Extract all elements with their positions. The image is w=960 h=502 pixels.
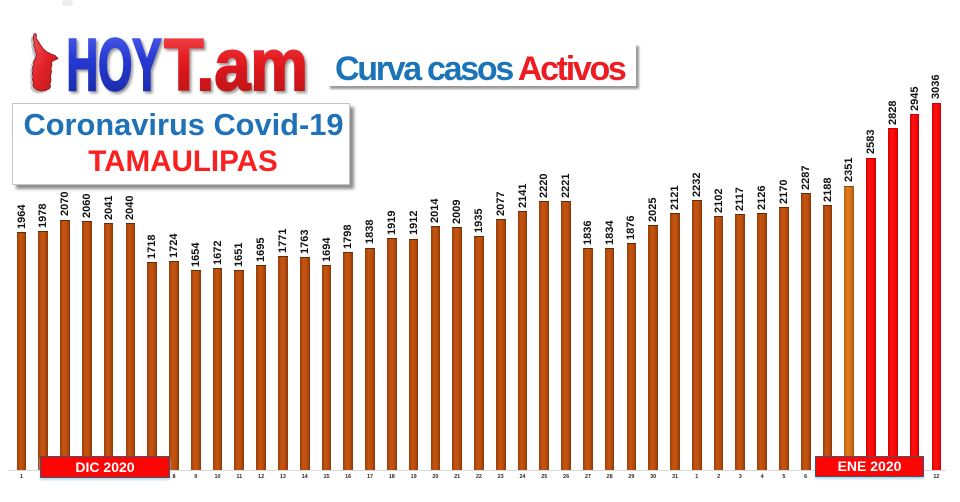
svg-text:T.am: T.am — [164, 23, 308, 105]
svg-text:HOY: HOY — [67, 23, 162, 105]
